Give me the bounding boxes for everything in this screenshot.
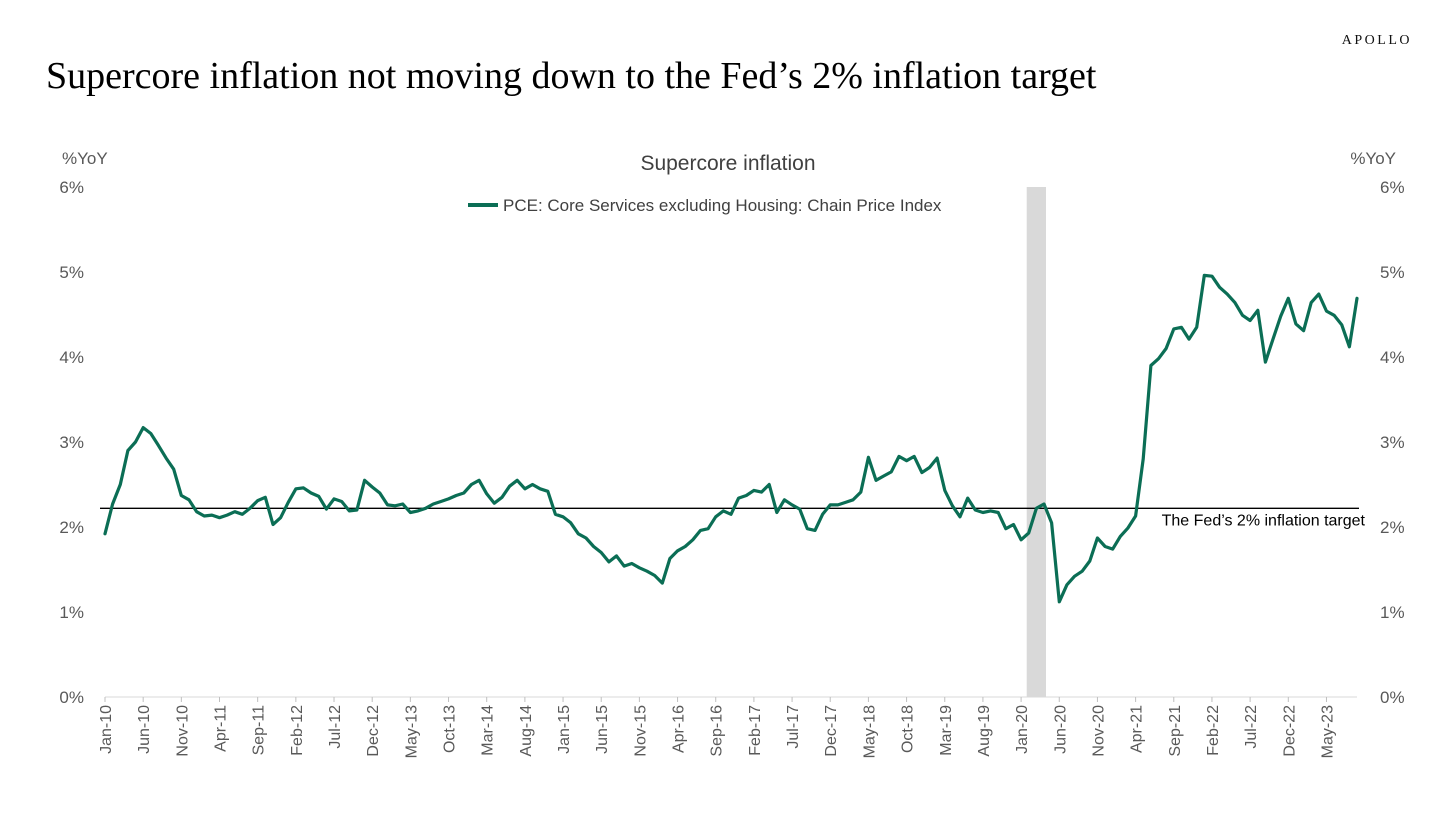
- y-tick-label-left: 3%: [59, 433, 84, 452]
- y-tick-label-left: 4%: [59, 348, 84, 367]
- x-tick-label: Mar-14: [480, 705, 497, 756]
- x-tick-label: Jan-20: [1014, 705, 1031, 754]
- x-tick-label: May-23: [1319, 705, 1336, 758]
- x-tick-label: Sep-21: [1167, 705, 1184, 757]
- y-axis-unit-left: %YoY: [62, 149, 108, 168]
- x-tick-label: Jun-20: [1052, 705, 1069, 754]
- x-tick-label: Dec-22: [1281, 705, 1298, 757]
- x-tick-label: Apr-16: [671, 705, 688, 753]
- y-tick-label-right: 6%: [1380, 178, 1405, 197]
- x-tick-label: Oct-18: [900, 705, 917, 753]
- y-tick-label-right: 3%: [1380, 433, 1405, 452]
- x-tick-label: Nov-15: [632, 705, 649, 757]
- recession-shading: [1026, 187, 1046, 697]
- x-tick-label: Dec-17: [823, 705, 840, 757]
- x-tick-label: Nov-10: [174, 705, 191, 757]
- y-tick-label-right: 5%: [1380, 263, 1405, 282]
- series-line: [103, 273, 1359, 604]
- x-tick-label: Apr-11: [213, 705, 230, 752]
- target-line-label: The Fed’s 2% inflation target: [1162, 512, 1366, 529]
- y-tick-label-left: 1%: [59, 603, 84, 622]
- chart-legend: PCE: Core Services excluding Housing: Ch…: [468, 196, 942, 215]
- x-tick-label: Feb-17: [747, 705, 764, 756]
- x-tick-label: Feb-22: [1205, 705, 1222, 756]
- y-tick-label-left: 0%: [59, 688, 84, 707]
- x-tick-label: Sep-16: [709, 705, 726, 757]
- y-tick-label-left: 6%: [59, 178, 84, 197]
- y-tick-label-right: 4%: [1380, 348, 1405, 367]
- x-tick-label: Jul-22: [1243, 705, 1260, 749]
- x-tick-label: May-13: [403, 705, 420, 758]
- x-tick-label: Nov-20: [1090, 705, 1107, 757]
- y-tick-label-left: 2%: [59, 518, 84, 537]
- x-tick-label: Aug-19: [976, 705, 993, 757]
- chart-title: Supercore inflation: [640, 152, 815, 175]
- y-tick-label-left: 5%: [59, 263, 84, 282]
- y-tick-label-right: 1%: [1380, 603, 1405, 622]
- x-tick-label: Sep-11: [251, 705, 268, 756]
- x-tick-label: Feb-12: [289, 705, 306, 756]
- page-title: Supercore inflation not moving down to t…: [46, 55, 1097, 97]
- plot-area: 0% 0% 1% 1% 2% 2% 3% 3% 4% 4% 5% 5% 6% 6% Jan-10 Jun-10…: [59, 178, 1404, 758]
- x-tick-label: Jan-10: [98, 705, 115, 754]
- x-tick-label: Jul-12: [327, 705, 344, 749]
- y-tick-label-right: 2%: [1380, 518, 1405, 537]
- legend-label: PCE: Core Services excluding Housing: Ch…: [503, 196, 942, 215]
- brand-logo: APOLLO: [1341, 33, 1412, 48]
- x-tick-label: Jan-15: [556, 705, 573, 754]
- y-axis-unit-right: %YoY: [1350, 149, 1396, 168]
- x-tick-label: Dec-12: [365, 705, 382, 757]
- x-tick-label: Jun-10: [136, 705, 153, 754]
- x-tick-label: Jul-17: [785, 705, 802, 749]
- y-tick-label-right: 0%: [1380, 688, 1405, 707]
- x-tick-label: Apr-21: [1129, 705, 1146, 753]
- x-tick-label: Aug-14: [518, 705, 535, 757]
- x-tick-label: Mar-19: [938, 705, 955, 756]
- x-tick-label: Jun-15: [594, 705, 611, 754]
- x-tick-label: May-18: [861, 705, 878, 758]
- x-tick-label: Oct-13: [442, 705, 459, 753]
